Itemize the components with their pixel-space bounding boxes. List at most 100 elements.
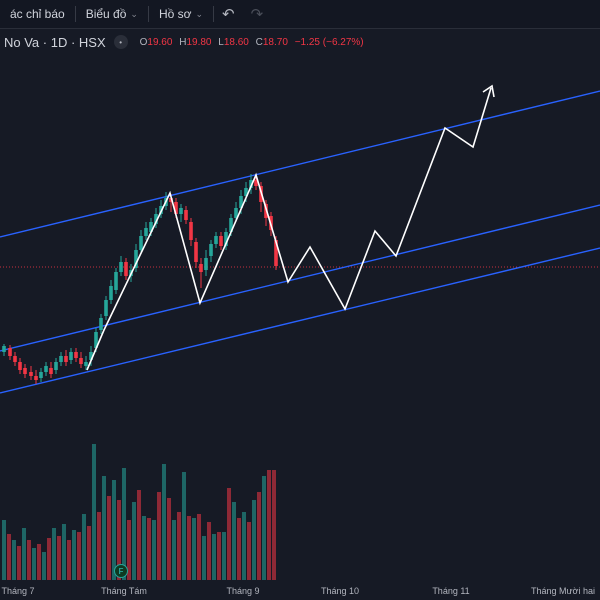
candle-body <box>204 258 208 270</box>
candle-body <box>29 372 33 376</box>
volume-bar <box>7 534 11 580</box>
candle-body <box>18 362 22 370</box>
volume-bar <box>117 500 121 580</box>
candle-body <box>13 356 17 362</box>
volume-bar <box>182 472 186 580</box>
volume-bar <box>132 502 136 580</box>
high-key: H <box>179 36 187 48</box>
volume-bar <box>257 492 261 580</box>
symbol-title[interactable]: No Va · 1D · HSX <box>4 34 106 50</box>
volume-bar <box>67 540 71 580</box>
indicators-button[interactable]: ác chỉ báo <box>0 0 75 28</box>
candle-body <box>174 202 178 214</box>
volume-bar <box>42 552 46 580</box>
candle-body <box>249 180 253 188</box>
volume-bar <box>267 470 271 580</box>
volume-bar <box>92 444 96 580</box>
candle-body <box>104 300 108 316</box>
chart-menu-button[interactable]: Biểu đồ ⌄ <box>76 0 148 28</box>
volume-bar <box>37 544 41 580</box>
volume-bar <box>87 526 91 580</box>
volume-bar <box>237 518 241 580</box>
time-axis-label: Tháng 9 <box>226 586 260 596</box>
volume-bar <box>102 476 106 580</box>
toolbar-divider <box>74 6 76 22</box>
volume-bar <box>57 536 61 580</box>
candle-body <box>84 362 88 366</box>
candle-body <box>254 180 258 186</box>
candle-body <box>239 196 243 208</box>
close-value: 18.70 <box>262 36 288 48</box>
candle-body <box>169 198 173 202</box>
volume-bar <box>127 520 131 580</box>
close-key: C <box>255 36 263 48</box>
event-marker-icon[interactable]: F <box>114 564 128 578</box>
volume-bar <box>232 502 236 580</box>
volume-bar <box>122 468 126 580</box>
candle-body <box>179 208 183 214</box>
candle-body <box>59 356 63 362</box>
candle-body <box>194 242 198 262</box>
volume-bar <box>242 512 246 580</box>
undo-icon[interactable]: ↶ <box>222 6 235 23</box>
candle-body <box>244 188 248 196</box>
candle-body <box>274 240 278 266</box>
candle-body <box>54 362 58 370</box>
candle-body <box>224 232 228 246</box>
candle-body <box>189 222 193 240</box>
candle-body <box>34 376 38 380</box>
candle-body <box>144 228 148 236</box>
volume-bar <box>137 490 141 580</box>
candle-body <box>154 214 158 224</box>
volume-bar <box>217 532 221 580</box>
time-axis-label: Tháng 11 <box>432 586 470 596</box>
indicators-label: ác chỉ báo <box>10 7 65 21</box>
chevron-down-icon: ⌄ <box>195 8 204 19</box>
candle-body <box>89 352 93 360</box>
redo-icon[interactable]: ↷ <box>250 6 264 23</box>
volume-bar <box>252 500 256 580</box>
more-options-icon[interactable]: • <box>113 35 128 49</box>
channel-upper-line <box>0 90 600 238</box>
candle-body <box>109 286 113 300</box>
chart-menu-label: Biểu đồ <box>85 7 127 21</box>
volume-bar <box>227 488 231 580</box>
volume-bar <box>247 522 251 580</box>
volume-bar <box>177 512 181 580</box>
volume-bar <box>47 538 51 580</box>
candle-body <box>94 332 98 348</box>
volume-bar <box>97 512 101 580</box>
volume-bar <box>22 528 26 580</box>
volume-bar <box>172 520 176 580</box>
volume-bar <box>152 520 156 580</box>
time-axis-label: Tháng 10 <box>320 586 360 596</box>
ohlc-values: O19.60 H19.80 L18.60 C18.70 −1.25 (−6.27… <box>136 37 364 48</box>
volume-bar <box>167 498 171 580</box>
candle-body <box>229 218 233 232</box>
time-axis-label: Tháng 7 <box>1 586 35 596</box>
volume-bar <box>187 516 191 580</box>
symbol-legend: No Va · 1D · HSX • O19.60 H19.80 L18.60 … <box>0 32 364 52</box>
volume-bar <box>62 524 66 580</box>
volume-bar <box>262 476 266 580</box>
volume-bar <box>272 470 276 580</box>
toolbar-divider <box>147 6 149 22</box>
chevron-down-icon: ⌄ <box>130 8 138 19</box>
candle-body <box>23 368 27 374</box>
candle-body <box>209 244 213 256</box>
price-chart[interactable] <box>0 52 600 580</box>
candle-body <box>79 358 83 364</box>
candle-body <box>149 222 153 232</box>
volume-bars <box>2 444 276 580</box>
candle-body <box>199 264 203 272</box>
candle-body <box>74 352 78 358</box>
volume-bar <box>52 528 56 580</box>
candlesticks <box>2 174 278 384</box>
change-value: −1.25 (−6.27%) <box>294 36 364 48</box>
volume-bar <box>17 546 21 580</box>
candle-body <box>124 262 128 276</box>
profile-menu-button[interactable]: Hồ sơ ⌄ <box>149 0 213 28</box>
candle-body <box>2 346 6 352</box>
volume-bar <box>157 492 161 580</box>
candle-body <box>139 236 143 250</box>
